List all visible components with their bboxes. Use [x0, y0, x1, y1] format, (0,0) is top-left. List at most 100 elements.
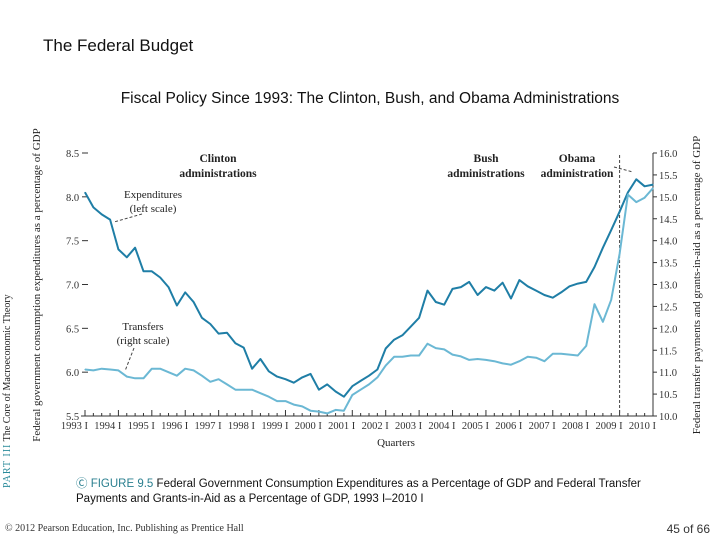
transfers-point: [151, 368, 153, 370]
x-tick-label: 2002 I: [362, 421, 390, 432]
right-axis-label: Federal transfer payments and grants-in-…: [691, 136, 703, 434]
expenditures-point: [351, 385, 353, 387]
right-tick-label: 11.5: [659, 346, 677, 357]
transfers-point: [293, 404, 295, 406]
x-tick-label: 1993 I: [61, 421, 89, 432]
expenditures-point: [410, 325, 412, 328]
expenditures-point: [209, 323, 211, 325]
expenditures-point: [134, 247, 136, 249]
clinton-label-2: administrations: [179, 168, 257, 180]
expenditures-point: [451, 288, 454, 290]
transfers-point: [343, 410, 345, 412]
transfers-point: [552, 353, 554, 355]
transfers-point: [259, 392, 262, 394]
expenditures-point: [259, 358, 262, 360]
transfers-point: [101, 368, 103, 370]
expenditures-point: [126, 256, 128, 258]
left-axis-label: Federal government consumption expenditu…: [31, 128, 43, 441]
transfers-point: [652, 187, 654, 189]
transfers-point: [451, 354, 454, 356]
x-tick-label: 2001 I: [328, 421, 356, 432]
transfers-point: [418, 354, 420, 357]
expenditures-point: [435, 301, 437, 303]
transfers-point: [618, 253, 621, 255]
transfers-point: [243, 389, 245, 391]
transfers-point: [284, 400, 287, 402]
expenditures-point: [627, 191, 629, 194]
expenditures-point: [284, 378, 287, 380]
expenditures-point: [560, 291, 562, 293]
right-tick-label: 15.0: [659, 193, 677, 204]
expenditures-point: [476, 294, 479, 296]
expenditures-point: [376, 368, 378, 371]
transfers-point: [502, 362, 504, 364]
expenditures-point: [276, 375, 278, 378]
transfers-point: [401, 356, 404, 358]
transfers-point: [218, 378, 220, 380]
transfers-point: [460, 355, 462, 357]
transfers-point: [92, 369, 94, 372]
expenditures-label-2: (left scale): [130, 203, 177, 215]
transfers-point: [318, 411, 320, 413]
copyright-footer: © 2012 Pearson Education, Inc. Publishin…: [5, 523, 244, 534]
transfers-point: [142, 377, 145, 379]
transfers-point: [226, 383, 228, 386]
x-axis-label: Quarters: [377, 437, 415, 449]
page-number: 45 of 66: [666, 522, 710, 536]
expenditures-point: [109, 219, 111, 221]
expenditures-point: [343, 396, 345, 398]
transfers-point: [134, 377, 136, 379]
expenditures-point: [652, 183, 654, 186]
transfers-point: [568, 354, 571, 356]
expenditures-point: [101, 213, 103, 215]
transfers-point: [376, 376, 378, 379]
transfers-point: [276, 400, 278, 402]
transfers-pointer: [124, 347, 135, 372]
transfers-point: [527, 356, 529, 358]
transfers-point: [543, 360, 546, 362]
left-tick-label: 5.5: [66, 412, 79, 423]
expenditures-point: [393, 339, 395, 341]
transfers-point: [602, 321, 604, 323]
left-axis-label-text: Federal government consumption expenditu…: [31, 128, 43, 441]
expenditures-point: [368, 375, 370, 377]
expenditures-point: [493, 290, 495, 292]
transfers-point: [176, 375, 178, 377]
transfers-point: [234, 389, 236, 391]
transfers-point: [443, 348, 445, 350]
right-tick-label: 14.0: [659, 237, 677, 248]
left-tick-label: 6.5: [66, 324, 79, 335]
transfers-point: [192, 369, 195, 372]
x-tick-label: 1994 I: [94, 421, 122, 432]
expenditures-point: [176, 304, 178, 307]
transfers-point: [117, 369, 120, 372]
x-tick-label: 2007 I: [529, 421, 557, 432]
transfers-point: [426, 343, 429, 345]
obama-label-1: Obama: [559, 153, 596, 165]
x-tick-label: 2004 I: [428, 421, 456, 432]
right-tick-label: 16.0: [659, 149, 677, 160]
expenditures-point: [610, 229, 612, 231]
figure-caption: Ⓒ FIGURE 9.5 Federal Government Consumpt…: [76, 478, 641, 505]
expenditures-point: [502, 282, 504, 284]
right-tick-label: 10.5: [659, 390, 677, 401]
left-tick-label: 8.0: [66, 193, 79, 204]
transfers-point: [368, 383, 370, 386]
transfers-point: [351, 394, 353, 396]
transfers-point: [476, 358, 479, 360]
expenditures-point: [468, 281, 470, 283]
transfers-point: [560, 353, 562, 355]
expenditures-point: [251, 368, 253, 370]
bush-label-1: Bush: [474, 153, 500, 165]
expenditures-point: [568, 285, 571, 287]
transfers-point: [518, 360, 520, 362]
left-tick-label: 8.5: [66, 149, 79, 160]
transfers-point: [644, 197, 646, 199]
x-tick-label: 2006 I: [495, 421, 523, 432]
expenditures-point: [268, 370, 270, 372]
expenditures-point: [543, 294, 546, 296]
transfers-point: [468, 359, 470, 361]
transfers-point: [493, 360, 495, 362]
transfers-point: [201, 375, 203, 377]
expenditures-point: [485, 286, 487, 288]
